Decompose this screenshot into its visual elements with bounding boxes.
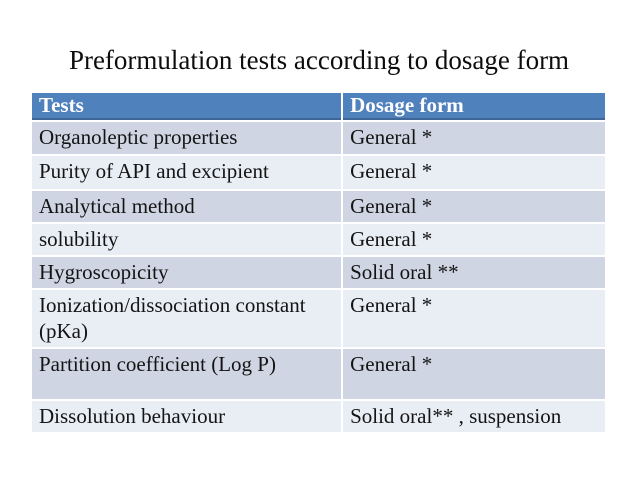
table-row: Analytical method General *	[32, 191, 605, 222]
cell-test: Organoleptic properties	[32, 122, 342, 154]
cell-test: Partition coefficient (Log P)	[32, 349, 342, 399]
cell-test: Dissolution behaviour	[32, 401, 342, 432]
cell-test: Hygroscopicity	[32, 257, 342, 288]
table-row: Ionization/dissociation constant (pKa) G…	[32, 290, 605, 347]
cell-dosage-form: Solid oral** , suspension	[343, 401, 605, 432]
cell-dosage-form: General *	[343, 349, 605, 399]
cell-test: Ionization/dissociation constant (pKa)	[32, 290, 342, 347]
page-title: Preformulation tests according to dosage…	[68, 45, 570, 75]
cell-dosage-form: Solid oral **	[343, 257, 605, 288]
cell-dosage-form: General *	[343, 191, 605, 222]
cell-dosage-form: General *	[343, 122, 605, 154]
cell-test: Purity of API and excipient	[32, 156, 342, 189]
cell-test: solubility	[32, 224, 342, 255]
table-row: Organoleptic properties General *	[32, 122, 605, 154]
preformulation-tests-table: Tests Dosage form Organoleptic propertie…	[30, 91, 607, 434]
table-row: Dissolution behaviour Solid oral** , sus…	[32, 401, 605, 432]
table-row: solubility General *	[32, 224, 605, 255]
cell-dosage-form: General *	[343, 224, 605, 255]
table-header-row: Tests Dosage form	[32, 93, 605, 120]
table-row: Purity of API and excipient General *	[32, 156, 605, 189]
table-row: Partition coefficient (Log P) General *	[32, 349, 605, 399]
cell-test: Analytical method	[32, 191, 342, 222]
cell-dosage-form: General *	[343, 290, 605, 347]
table-row: Hygroscopicity Solid oral **	[32, 257, 605, 288]
cell-dosage-form: General *	[343, 156, 605, 189]
column-header-dosage-form: Dosage form	[343, 93, 605, 120]
column-header-tests: Tests	[32, 93, 342, 120]
